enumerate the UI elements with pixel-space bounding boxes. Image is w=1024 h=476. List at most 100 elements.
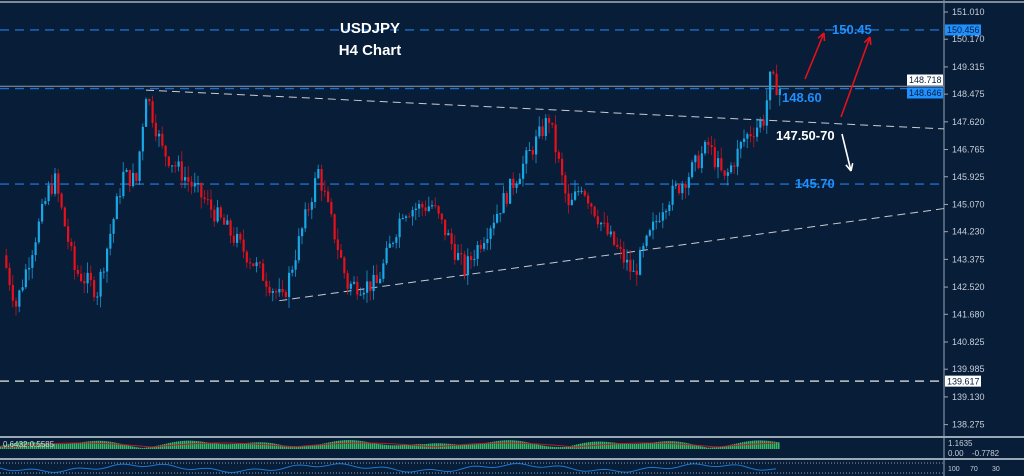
macd-histogram-bar (108, 441, 110, 449)
candle (239, 231, 242, 244)
candle (710, 135, 713, 156)
candle (187, 166, 190, 192)
macd-histogram-bar (236, 443, 238, 449)
candle (219, 205, 222, 220)
candle (31, 250, 34, 279)
candle (255, 257, 258, 273)
macd-histogram-bar (218, 443, 220, 449)
candle (613, 230, 616, 247)
macd-histogram-bar (726, 445, 728, 449)
candle (635, 263, 638, 286)
macd-histogram-bar (292, 446, 294, 449)
macd-histogram-bar (630, 443, 632, 449)
candle (174, 161, 177, 173)
candle (154, 114, 157, 142)
candle (320, 164, 323, 202)
candle (112, 217, 115, 243)
candle (323, 180, 326, 197)
candle (268, 280, 271, 297)
macd-histogram-bar (678, 441, 680, 449)
candle (99, 268, 102, 308)
candle (580, 186, 583, 194)
macd-histogram-bar (670, 441, 672, 449)
candle (483, 237, 486, 252)
macd-histogram-bar (566, 446, 568, 449)
macd-histogram-bar (602, 441, 604, 449)
macd-histogram-bar (52, 443, 54, 449)
candle (756, 118, 759, 142)
candle (314, 172, 317, 208)
macd-histogram-bar (156, 445, 158, 449)
macd-histogram-bar (318, 444, 320, 449)
macd-histogram-bar (632, 444, 634, 449)
macd-histogram-bar (634, 443, 636, 449)
macd-histogram-bar (644, 443, 646, 449)
macd-histogram-bar (450, 443, 452, 449)
candle (717, 150, 720, 179)
macd-histogram-bar (324, 443, 326, 449)
macd-histogram-bar (496, 441, 498, 449)
candle (54, 167, 57, 197)
macd-histogram-bar (460, 444, 462, 449)
level-annotation: 150.45 (832, 22, 872, 37)
macd-histogram-bar (482, 443, 484, 449)
candle (421, 201, 424, 217)
candle (11, 275, 14, 308)
macd-histogram-bar (528, 442, 530, 449)
candle (769, 71, 772, 110)
macd-histogram-bar (36, 442, 38, 449)
chart-title: USDJPY (339, 20, 401, 37)
candle (73, 241, 76, 280)
macd-histogram-bar (198, 441, 200, 449)
macd-histogram-bar (550, 446, 552, 449)
macd-histogram-bar (524, 441, 526, 449)
macd-histogram-bar (492, 441, 494, 449)
macd-histogram-bar (622, 443, 624, 449)
trendline (279, 208, 945, 302)
candle (424, 200, 427, 216)
candle (587, 192, 590, 210)
macd-histogram-bar (296, 446, 298, 449)
macd-histogram-bar (614, 442, 616, 449)
candle (704, 139, 707, 156)
candle (395, 234, 398, 249)
candle (447, 229, 450, 236)
candle (37, 218, 40, 245)
macd-histogram-bar (252, 442, 254, 449)
macd-histogram-bar (754, 440, 756, 449)
candle (762, 114, 765, 131)
macd-histogram-bar (494, 441, 496, 449)
candle (697, 150, 700, 170)
macd-histogram-bar (680, 441, 682, 449)
macd-histogram-bar (330, 442, 332, 449)
macd-histogram-bar (120, 443, 122, 449)
macd-histogram-bar (662, 441, 664, 449)
candle (538, 116, 541, 140)
candle (138, 150, 141, 185)
candle (158, 129, 161, 147)
macd-histogram-bar (532, 443, 534, 449)
candle (713, 138, 716, 171)
macd-histogram-bar (672, 441, 674, 449)
macd-histogram-bar (388, 445, 390, 449)
macd-histogram-bar (308, 445, 310, 449)
macd-histogram-bar (684, 442, 686, 449)
macd-histogram-bar (526, 442, 528, 449)
macd-histogram-bar (310, 445, 312, 449)
candle (330, 198, 333, 218)
macd-scale-label: 1.1635 (948, 439, 973, 448)
macd-histogram-bar (420, 444, 422, 449)
y-tick-label: 149.315 (952, 62, 985, 72)
macd-histogram-bar (488, 442, 490, 449)
y-tick-label: 141.680 (952, 309, 985, 319)
macd-histogram-bar (776, 442, 778, 449)
candle (486, 227, 489, 251)
macd-histogram-bar (34, 442, 36, 449)
candle (749, 126, 752, 143)
price-tag: 139.617 (945, 375, 981, 387)
macd-histogram-bar (154, 446, 156, 449)
macd-histogram-bar (682, 442, 684, 449)
macd-histogram-bar (422, 444, 424, 449)
macd-histogram-bar (76, 442, 78, 449)
macd-histogram-bar (512, 440, 514, 449)
